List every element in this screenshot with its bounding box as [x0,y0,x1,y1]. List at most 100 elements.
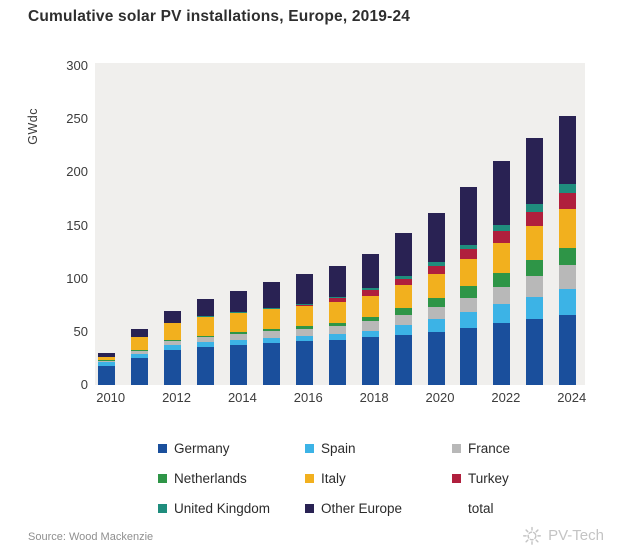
segment-italy [427,273,445,298]
segment-netherlands [229,332,247,334]
segment-italy [493,242,511,273]
legend-label: Germany [174,440,230,456]
bar-2023 [526,138,544,385]
segment-spain [196,341,214,347]
bar-2024 [559,116,577,385]
segment-other-europe [394,232,412,277]
segment-other-europe [328,265,346,297]
bar-2012 [164,310,182,385]
segment-france [98,360,116,362]
legend-item-turkey: Turkey [452,463,599,493]
legend-swatch [452,443,461,453]
x-tick-2022: 2022 [491,390,521,405]
segment-france [493,287,511,305]
segment-turkey [460,249,478,260]
legend: Germany Spain France Netherlands Italy Turkey… [158,433,599,523]
segment-spain [394,324,412,335]
segment-united-kingdom [427,262,445,266]
segment-italy [460,259,478,286]
legend-swatch [452,504,461,513]
legend-swatch [305,443,314,453]
segment-other-europe [295,274,313,304]
legend-item-total: total [452,493,599,523]
segment-united-kingdom [559,183,577,194]
x-tick-2014: 2014 [227,390,257,405]
segment-spain [262,337,280,343]
x-tick-2018: 2018 [359,390,389,405]
y-tick-0: 0 [80,377,88,392]
segment-germany [229,344,247,385]
bar-2021 [460,187,478,385]
bar-2011 [131,328,149,385]
bar-2010 [98,353,116,385]
chart-title: Cumulative solar PV installations, Europ… [28,8,411,25]
segment-italy [559,208,577,248]
legend-item-germany: Germany [158,433,305,463]
segment-netherlands [427,297,445,308]
bar-2019 [394,232,412,385]
segment-spain [164,344,182,350]
source-note: Source: Wood Mackenzie [28,531,154,543]
segment-other-europe [98,353,116,357]
segment-netherlands [295,326,313,329]
segment-france [229,333,247,340]
publisher-logo: PV-Tech [521,524,604,546]
segment-turkey [295,304,313,306]
y-axis-label: GWdc [26,108,40,145]
y-tick-300: 300 [66,58,88,73]
segment-netherlands [559,247,577,265]
segment-united-kingdom [394,276,412,280]
legend-item-spain: Spain [305,433,452,463]
segment-turkey [328,298,346,302]
segment-france [427,307,445,320]
legend-label: France [468,440,511,456]
segment-other-europe [526,138,544,205]
bar-2018 [361,254,379,385]
segment-germany [460,327,478,385]
legend-item-united-kingdom: United Kingdom [158,493,305,523]
segment-france [295,328,313,337]
segment-spain [328,334,346,340]
segment-netherlands [361,316,379,322]
segment-other-europe [460,187,478,245]
segment-spain [526,296,544,320]
segment-united-kingdom [493,225,511,232]
segment-france [460,297,478,312]
segment-italy [229,312,247,333]
segment-italy [262,309,280,330]
legend-label: Turkey [468,470,509,486]
legend-label: Other Europe [321,500,403,516]
legend-label: Spain [321,440,356,456]
publisher-logo-text: PV-Tech [548,526,604,544]
legend-swatch [158,503,167,513]
y-tick-150: 150 [66,217,88,233]
legend-swatch [158,443,167,453]
legend-item-italy: Italy [305,463,452,493]
segment-other-europe [164,310,182,323]
segment-germany [559,314,577,385]
x-tick-2020: 2020 [425,390,455,405]
y-tick-250: 250 [66,111,88,127]
segment-germany [361,337,379,385]
plot-area [95,63,585,385]
y-tick-200: 200 [66,164,88,180]
segment-united-kingdom [328,296,346,299]
segment-spain [361,330,379,338]
segment-france [361,321,379,331]
segment-france [164,340,182,345]
legend-label: United Kingdom [174,500,271,516]
y-tick-50: 50 [73,323,88,339]
segment-france [394,314,412,325]
bar-2017 [328,265,346,385]
segment-italy [328,301,346,323]
segment-other-europe [361,254,379,288]
segment-united-kingdom [229,312,247,313]
legend-swatch [158,473,167,483]
segment-germany [262,343,280,385]
segment-germany [427,331,445,385]
segment-netherlands [394,307,412,315]
bar-2014 [229,291,247,385]
legend-swatch [305,503,314,513]
segment-spain [427,319,445,332]
segment-netherlands [262,329,280,331]
